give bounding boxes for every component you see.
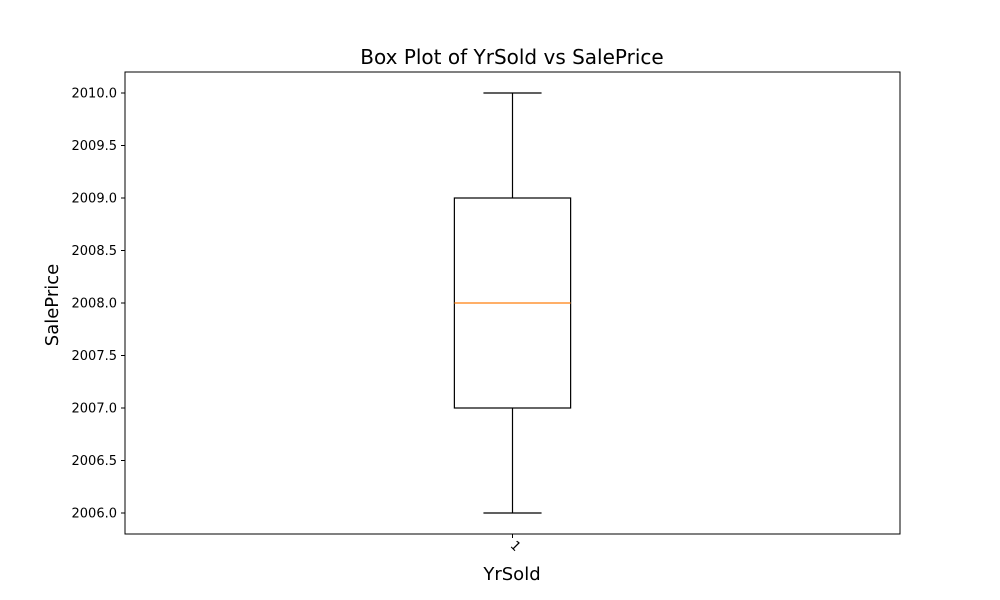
y-tick-label: 2008.0 <box>72 297 118 312</box>
box-series <box>453 92 572 514</box>
y-tick-label: 2007.5 <box>72 349 118 364</box>
box-1 <box>453 92 572 514</box>
y-axis-ticks: 2006.0 2006.5 2007.0 2007.5 2008.0 2008.5 2009… <box>72 87 125 522</box>
y-tick-label: 2008.5 <box>72 244 118 259</box>
x-axis-ticks: 1 <box>507 534 523 555</box>
y-tick-label: 2009.0 <box>72 192 118 207</box>
y-tick-label: 2006.5 <box>72 454 118 469</box>
x-tick-label: 1 <box>507 538 523 554</box>
chart-title: Box Plot of YrSold vs SalePrice <box>360 45 663 69</box>
y-tick-label: 2006.0 <box>72 507 118 522</box>
y-axis-label: SalePrice <box>42 264 63 346</box>
y-tick-label: 2009.5 <box>72 139 118 154</box>
y-tick-label: 2007.0 <box>72 402 118 417</box>
x-axis-label: YrSold <box>482 564 540 585</box>
y-tick-label: 2010.0 <box>72 87 118 102</box>
